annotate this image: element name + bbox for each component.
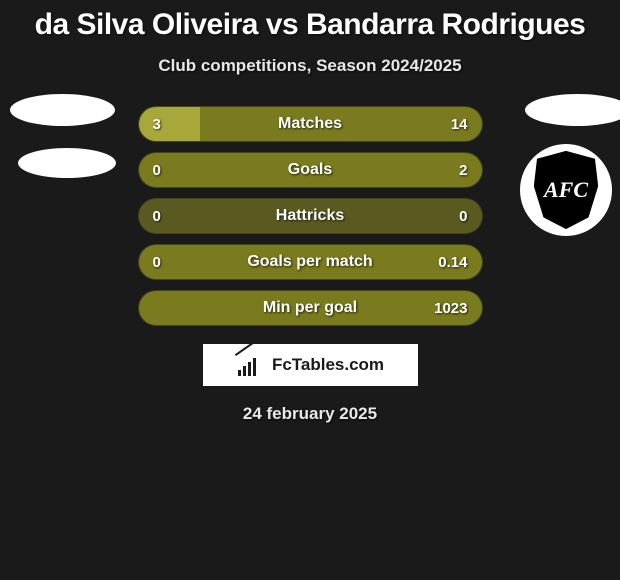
stat-label: Matches [278, 115, 342, 133]
stat-row: 0 Goals per match 0.14 [138, 244, 483, 280]
stat-label: Hattricks [276, 207, 344, 225]
stat-value-right: 1023 [434, 300, 467, 317]
stat-row: 0 Goals 2 [138, 152, 483, 188]
stat-value-right: 14 [451, 116, 468, 133]
stat-label: Goals per match [247, 253, 372, 271]
stat-row: 0 Hattricks 0 [138, 198, 483, 234]
stat-value-left: 3 [153, 116, 161, 133]
stat-fill-left [139, 107, 201, 141]
stat-value-right: 2 [459, 162, 467, 179]
shield-text: AFC [544, 177, 588, 203]
shield-icon: AFC [534, 151, 598, 229]
stat-value-left: 0 [153, 162, 161, 179]
content-area: AFC 3 Matches 14 0 Goals 2 0 Hattricks 0 0 Goals p… [0, 106, 620, 424]
stat-value-right: 0.14 [438, 254, 467, 271]
player-right-badge-2: AFC [520, 144, 612, 236]
oval-badge-icon [525, 94, 620, 126]
page-title: da Silva Oliveira vs Bandarra Rodrigues [0, 8, 620, 42]
stat-row: 3 Matches 14 [138, 106, 483, 142]
stat-value-right: 0 [459, 208, 467, 225]
comparison-infographic: da Silva Oliveira vs Bandarra Rodrigues … [0, 0, 620, 424]
branding-text: FcTables.com [272, 355, 384, 375]
stat-label: Min per goal [263, 299, 357, 317]
fctables-logo-icon [236, 354, 266, 376]
stat-value-left: 0 [153, 254, 161, 271]
stats-bars: 3 Matches 14 0 Goals 2 0 Hattricks 0 0 Goals per m… [138, 106, 483, 326]
stat-value-left: 0 [153, 208, 161, 225]
stat-row: Min per goal 1023 [138, 290, 483, 326]
stat-label: Goals [288, 161, 332, 179]
branding-box: FcTables.com [203, 344, 418, 386]
date-text: 24 february 2025 [0, 404, 620, 424]
player-left-badge-2 [18, 148, 103, 233]
oval-badge-icon [18, 148, 116, 178]
subtitle: Club competitions, Season 2024/2025 [0, 56, 620, 76]
oval-badge-icon [10, 94, 115, 126]
